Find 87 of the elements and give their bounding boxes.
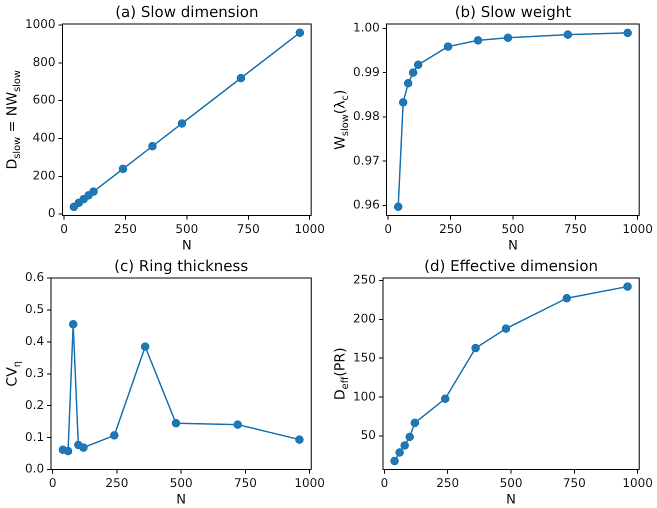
- point: [400, 441, 409, 450]
- point: [390, 456, 399, 466]
- point: [440, 394, 450, 403]
- point: [398, 98, 408, 107]
- y-tick-label: 100: [353, 389, 376, 404]
- y-tick-label: 0: [48, 206, 56, 220]
- x-axis-title: N: [182, 238, 192, 254]
- y-tick-label: 1.00: [353, 20, 380, 35]
- y-tick-label: 1000: [24, 17, 56, 32]
- y-tick-label: 0.2: [24, 398, 44, 412]
- x-tick-label: 1000: [622, 222, 653, 236]
- point: [110, 431, 119, 440]
- y-axis-title: Deff(PR): [332, 347, 351, 400]
- chart-title: (c) Ring thickness: [114, 256, 248, 275]
- x-tick-label: 250: [439, 222, 462, 236]
- x-tick-label: 500: [175, 222, 198, 236]
- y-tick-label: 400: [32, 130, 56, 145]
- point: [408, 68, 418, 77]
- point: [296, 28, 304, 37]
- point: [89, 187, 98, 196]
- point: [140, 342, 150, 351]
- point: [172, 419, 180, 428]
- y-tick-label: 0.3: [24, 366, 44, 380]
- x-tick-label: 0: [60, 222, 68, 236]
- x-tick-label: 750: [234, 476, 257, 490]
- y-tick-label: 0.5: [24, 302, 44, 316]
- point: [233, 420, 242, 429]
- y-axis-title: Dslow = NWslow: [4, 70, 23, 170]
- point: [148, 142, 157, 150]
- y-tick-label: 200: [32, 168, 56, 182]
- x-tick-label: 1000: [294, 222, 325, 236]
- y-tick-label: 0.99: [353, 64, 380, 79]
- x-tick-label: 250: [436, 476, 460, 490]
- x-tick-label: 250: [114, 222, 137, 236]
- y-tick-label: 0.96: [353, 198, 380, 212]
- y-tick-label: 800: [32, 54, 56, 69]
- point: [79, 443, 88, 452]
- y-tick-label: 50: [360, 428, 376, 442]
- point: [564, 30, 572, 39]
- x-axis-title: N: [176, 492, 186, 508]
- x-tick-label: 750: [236, 222, 260, 236]
- x-tick-label: 750: [562, 476, 586, 490]
- point: [404, 79, 412, 88]
- x-tick-label: 750: [564, 222, 587, 236]
- point: [118, 164, 128, 174]
- x-tick-label: 500: [500, 476, 522, 490]
- x-tick-label: 1000: [294, 476, 325, 490]
- y-axis-title: CVη: [4, 361, 23, 387]
- point: [395, 448, 404, 457]
- point: [406, 432, 414, 442]
- point: [504, 33, 512, 42]
- x-tick-label: 250: [105, 476, 128, 490]
- y-tick-label: 0.4: [24, 334, 44, 348]
- point: [236, 74, 246, 82]
- point: [474, 36, 482, 45]
- point: [414, 60, 422, 69]
- chart-title: (d) Effective dimension: [424, 256, 598, 275]
- x-axis-title: N: [506, 492, 516, 508]
- point: [502, 324, 510, 333]
- point: [410, 418, 420, 428]
- point: [562, 294, 572, 302]
- y-tick-label: 0.97: [353, 153, 380, 168]
- y-tick-label: 150: [353, 350, 376, 364]
- x-tick-label: 1000: [622, 476, 653, 490]
- x-tick-label: 500: [170, 476, 193, 490]
- y-tick-label: 0.6: [24, 270, 44, 284]
- chart-title: (a) Slow dimension: [115, 2, 258, 21]
- y-tick-label: 0.0: [24, 462, 44, 476]
- point: [471, 344, 480, 352]
- y-tick-label: 250: [353, 272, 376, 286]
- x-tick-label: 0: [384, 222, 392, 236]
- y-axis-title: Wslow(λc): [332, 90, 351, 150]
- point: [394, 202, 402, 211]
- point: [623, 28, 632, 38]
- point: [295, 435, 304, 444]
- y-tick-label: 0.1: [24, 430, 44, 444]
- chart-title: (b) Slow weight: [454, 2, 572, 21]
- point: [178, 119, 186, 128]
- point: [623, 282, 632, 291]
- x-axis-title: N: [508, 238, 518, 254]
- y-tick-label: 200: [353, 311, 376, 326]
- y-tick-label: 0.98: [353, 109, 380, 124]
- point: [68, 320, 78, 329]
- point: [444, 42, 452, 51]
- y-tick-label: 600: [32, 92, 56, 107]
- point: [64, 446, 72, 456]
- x-tick-label: 500: [501, 222, 524, 236]
